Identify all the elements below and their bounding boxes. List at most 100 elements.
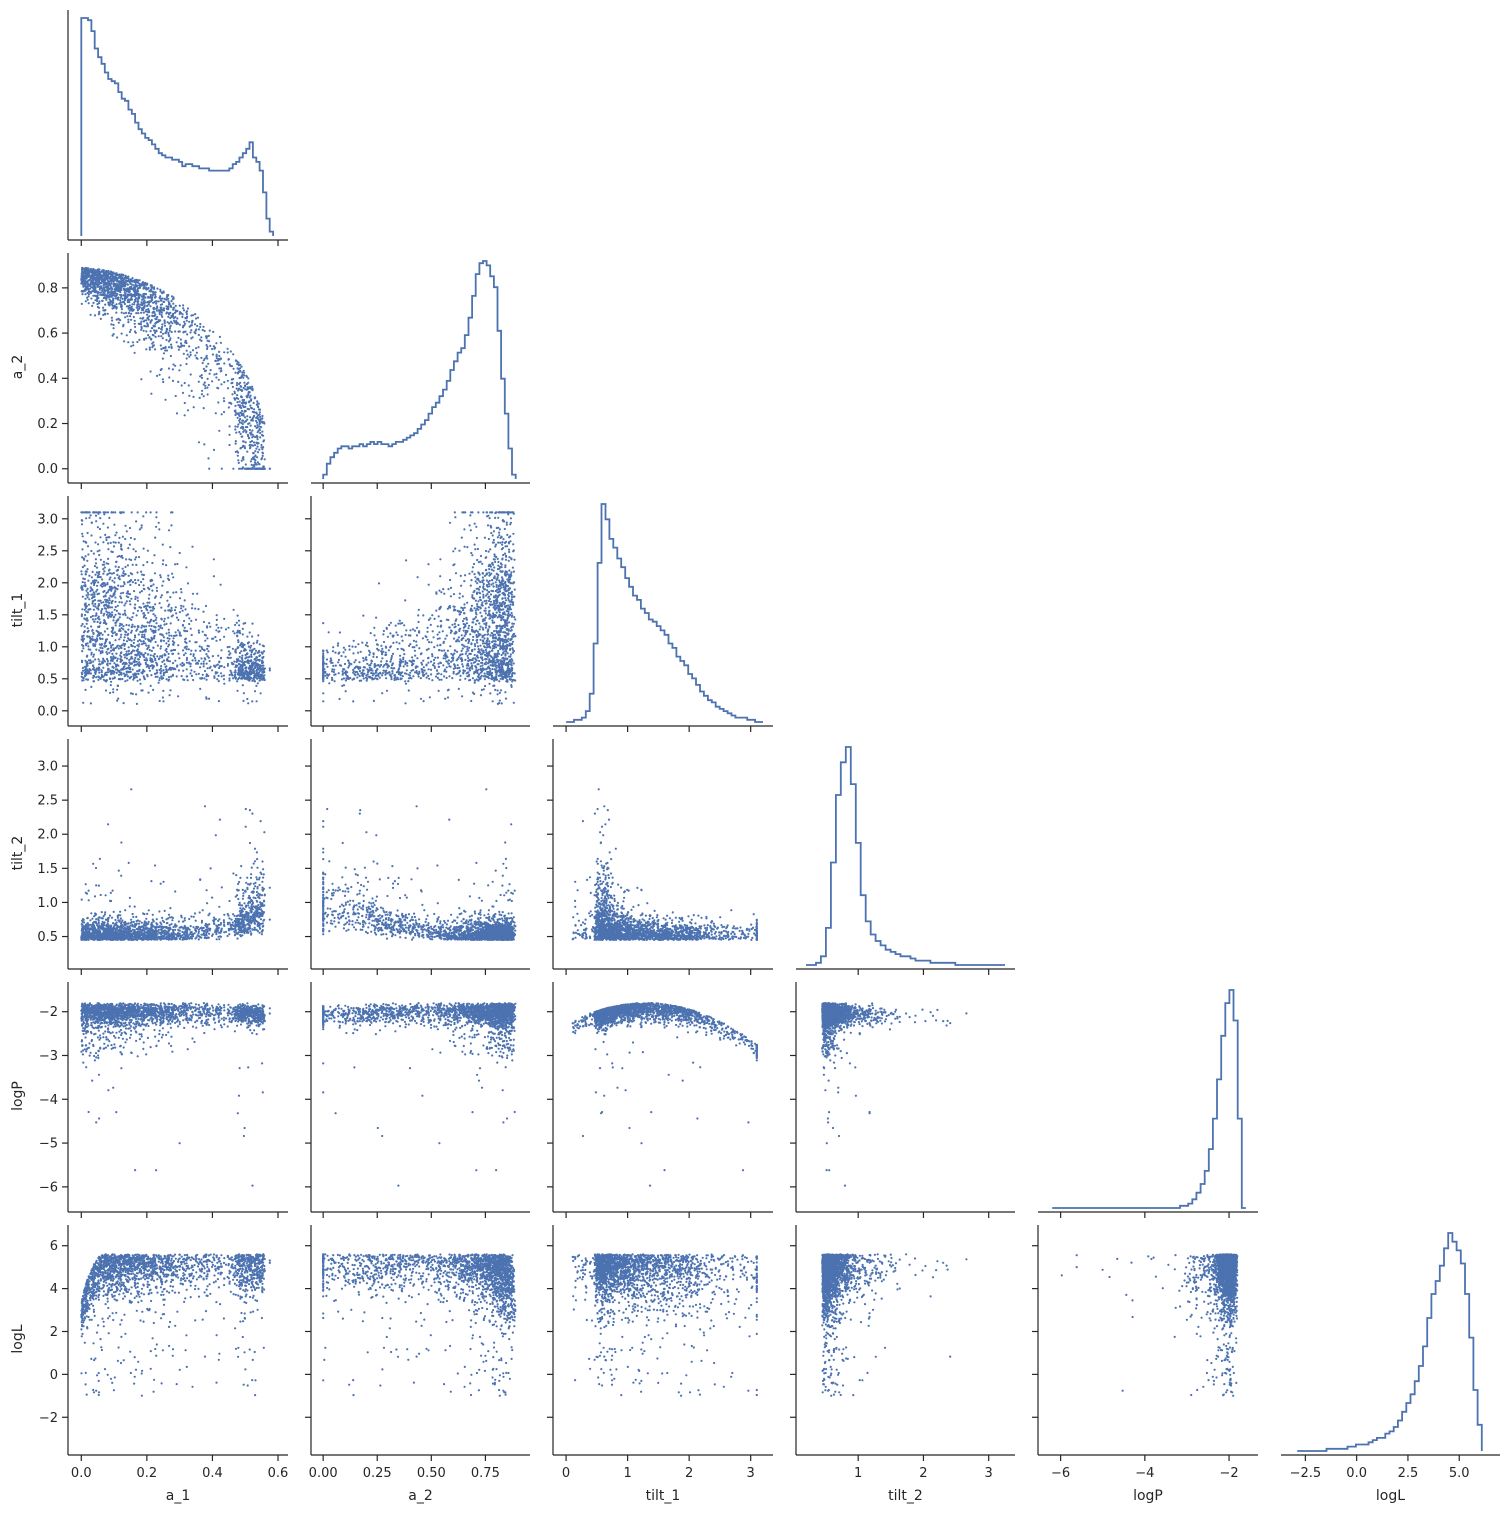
scatter-point — [203, 395, 205, 397]
scatter-point — [223, 381, 225, 383]
scatter-point — [160, 348, 162, 350]
scatter-point — [206, 348, 208, 350]
scatter-point — [259, 414, 261, 416]
scatter-point — [134, 323, 136, 325]
scatter-point — [162, 358, 164, 360]
scatter-point — [195, 317, 197, 319]
scatter-point — [124, 291, 126, 293]
scatter-point — [183, 353, 185, 355]
scatter-point — [88, 302, 90, 304]
scatter-point — [90, 297, 92, 299]
scatter-point — [165, 312, 167, 314]
scatter-point — [178, 369, 180, 371]
scatter-point — [223, 351, 225, 353]
scatter-point — [203, 443, 205, 445]
scatter-point — [188, 345, 190, 347]
scatter-point — [160, 344, 162, 346]
scatter-point — [96, 296, 98, 298]
scatter-point — [235, 432, 237, 434]
scatter-point — [178, 349, 180, 351]
scatter-point — [177, 337, 179, 339]
scatter-point — [203, 368, 205, 370]
scatter-point — [177, 381, 179, 383]
scatter-point — [100, 292, 102, 294]
scatter-point — [239, 401, 241, 403]
scatter-point — [153, 334, 155, 336]
scatter-point — [220, 357, 222, 359]
scatter-point — [261, 415, 263, 417]
scatter-point — [191, 390, 193, 392]
scatter-point — [259, 436, 261, 438]
scatter-point — [130, 313, 132, 315]
scatter-point — [198, 381, 200, 383]
scatter-point — [245, 426, 247, 428]
scatter-point — [170, 306, 172, 308]
scatter-point — [217, 401, 219, 403]
scatter-point — [237, 412, 239, 414]
scatter-point — [181, 316, 183, 318]
scatter-point — [210, 369, 212, 371]
scatter-point — [188, 384, 190, 386]
scatter-point — [143, 312, 145, 314]
scatter-point — [129, 331, 131, 333]
scatter-point — [149, 347, 151, 349]
scatter-point — [172, 298, 174, 300]
scatter-point — [258, 449, 260, 451]
scatter-point — [151, 343, 153, 345]
scatter-point — [155, 291, 157, 293]
scatter-point — [101, 300, 103, 302]
scatter-point — [228, 406, 230, 408]
scatter-point — [174, 312, 176, 314]
scatter-point — [114, 273, 116, 275]
scatter-point — [116, 336, 118, 338]
scatter-point — [188, 321, 190, 323]
scatter-point — [202, 329, 204, 331]
scatter-point — [180, 364, 182, 366]
scatter-point — [255, 448, 257, 450]
scatter-point — [179, 305, 181, 307]
scatter-point — [140, 378, 142, 380]
scatter-point — [236, 394, 238, 396]
scatter-point — [87, 283, 89, 285]
scatter-point — [189, 351, 191, 353]
scatter-point — [234, 410, 236, 412]
scatter-point — [153, 286, 155, 288]
scatter-point — [237, 455, 239, 457]
scatter-point — [179, 324, 181, 326]
scatter-point — [199, 397, 201, 399]
scatter-point — [107, 313, 109, 315]
scatter-point — [233, 368, 235, 370]
scatter-point — [185, 342, 187, 344]
scatter-point — [141, 309, 143, 311]
scatter-point — [243, 421, 245, 423]
scatter-point — [238, 420, 240, 422]
scatter-point — [240, 468, 242, 470]
scatter-point — [147, 334, 149, 336]
scatter-point — [240, 427, 242, 429]
scatter-point — [212, 331, 214, 333]
scatter-point — [260, 444, 262, 446]
scatter-point — [211, 348, 213, 350]
scatter-point — [227, 348, 229, 350]
scatter-point — [164, 399, 166, 401]
scatter-point — [168, 340, 170, 342]
scatter-point — [245, 441, 247, 443]
scatter-point — [120, 301, 122, 303]
scatter-point — [152, 312, 154, 314]
scatter-point — [213, 373, 215, 375]
scatter-point — [228, 425, 230, 427]
scatter-point — [180, 342, 182, 344]
scatter-point — [132, 341, 134, 343]
scatter-point — [148, 303, 150, 305]
scatter-point — [145, 337, 147, 339]
scatter-point — [208, 335, 210, 337]
scatter-point — [153, 329, 155, 331]
scatter-point — [112, 324, 114, 326]
scatter-point — [248, 437, 250, 439]
scatter-point — [194, 313, 196, 315]
scatter-point — [149, 305, 151, 307]
scatter-point — [232, 353, 234, 355]
scatter-point — [190, 329, 192, 331]
scatter-point — [215, 376, 217, 378]
scatter-point — [213, 449, 215, 451]
